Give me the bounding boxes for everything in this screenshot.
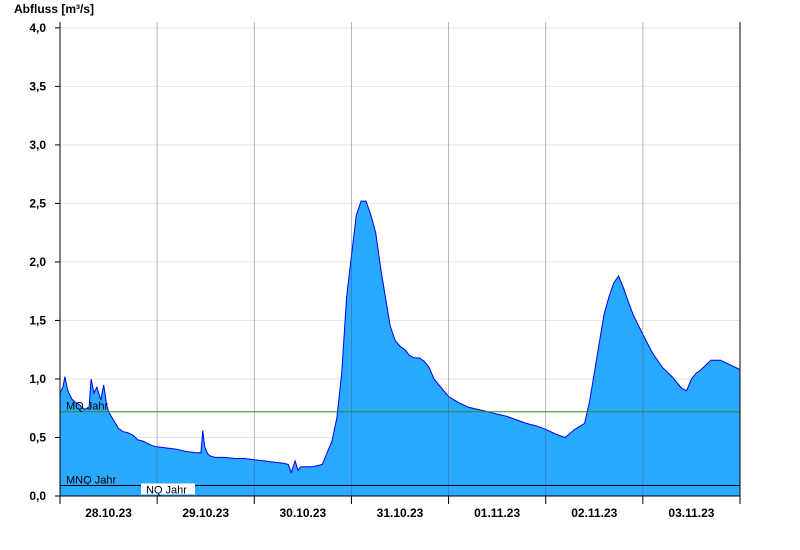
y-tick-label: 1,0 [29, 372, 46, 386]
x-tick-label: 01.11.23 [474, 506, 520, 520]
x-tick-label: 03.11.23 [668, 506, 714, 520]
discharge-area [59, 200, 741, 496]
x-tick-label: 31.10.23 [377, 506, 424, 520]
reference-lines: MQ Jahr MNQ Jahr NQ Jahr [60, 401, 740, 496]
y-tick-label: 2,5 [29, 196, 46, 210]
y-axis-title: Abfluss [m³/s] [14, 2, 94, 16]
x-tick-label: 28.10.23 [85, 506, 132, 520]
discharge-area-fill [60, 201, 740, 496]
axes [55, 22, 741, 504]
y-tick-label: 0,0 [29, 489, 46, 503]
mnq-label: MNQ Jahr [66, 474, 116, 486]
y-tick-label: 1,5 [29, 313, 46, 327]
x-tick-label: 30.10.23 [279, 506, 326, 520]
y-tick-labels: 0,0 0,5 1,0 1,5 2,0 2,5 3,0 3,5 4,0 [29, 21, 46, 503]
y-tick-label: 3,0 [29, 138, 46, 152]
x-tick-label: 29.10.23 [182, 506, 229, 520]
x-tick-labels: 28.10.23 29.10.23 30.10.23 31.10.23 01.11.23… [85, 506, 715, 520]
mq-label: MQ Jahr [66, 401, 109, 413]
nq-label-background [141, 483, 195, 495]
discharge-line [59, 200, 741, 475]
y-tick-label: 0,5 [29, 430, 46, 444]
day-boundaries [156, 22, 644, 496]
nq-label: NQ Jahr [146, 484, 187, 496]
y-tick-label: 3,5 [29, 79, 46, 93]
y-tick-label: 4,0 [29, 21, 46, 35]
grid [60, 27, 740, 438]
y-tick-label: 2,0 [29, 255, 46, 269]
x-tick-label: 02.11.23 [571, 506, 617, 520]
